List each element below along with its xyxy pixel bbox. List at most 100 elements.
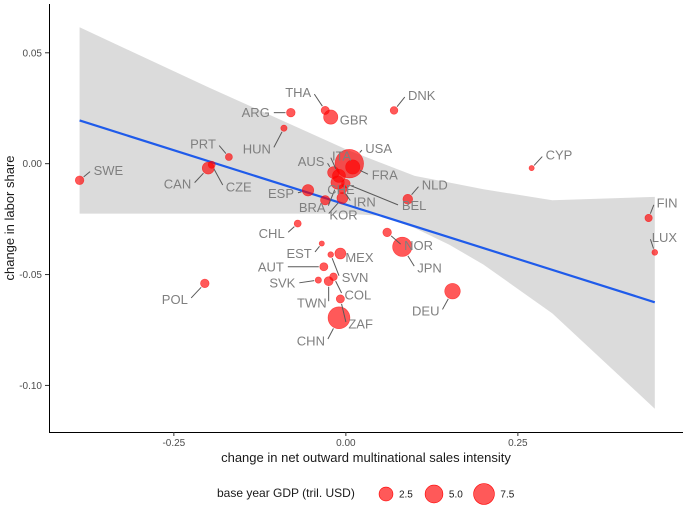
legend-key <box>473 483 495 505</box>
leader-line <box>442 298 449 310</box>
country-label: ARG <box>242 105 270 120</box>
leader-line <box>649 204 655 214</box>
legend-items: 2.5 5.0 7.5 <box>378 483 515 505</box>
country-label: KOR <box>329 208 357 223</box>
point-che <box>320 195 331 206</box>
country-label: MEX <box>345 250 374 265</box>
point-est <box>318 240 325 247</box>
legend-label: 2.5 <box>399 490 413 501</box>
y-tick-label: -0.10 <box>19 381 42 392</box>
leader-line <box>335 280 343 294</box>
leader-line <box>407 255 415 267</box>
country-label: AUT <box>258 259 284 274</box>
country-label: PRT <box>190 137 216 152</box>
confidence-band-layer <box>79 27 655 409</box>
x-axis-ticks: -0.25 0.00 0.25 <box>162 432 528 449</box>
leader-line <box>330 157 337 170</box>
point-pol <box>200 278 210 289</box>
country-label: CHE <box>327 182 355 197</box>
x-tick-label: 0.25 <box>508 438 528 449</box>
leader-line <box>327 162 331 168</box>
leader-line <box>341 303 347 323</box>
leader-line <box>218 145 227 154</box>
country-label: ITA <box>332 148 352 163</box>
leader-line <box>313 93 323 107</box>
leader-line <box>327 189 336 206</box>
country-label: CYP <box>546 148 573 163</box>
point-arg <box>286 108 296 118</box>
leader-line <box>345 193 351 201</box>
x-tick-label: 0.00 <box>336 438 356 449</box>
country-label: DNK <box>408 88 436 103</box>
point-hun <box>280 124 288 132</box>
country-label: POL <box>162 292 188 307</box>
country-label: SVK <box>269 276 295 291</box>
country-label: SWE <box>94 163 124 178</box>
point-svk <box>314 276 322 284</box>
country-label: CHL <box>259 226 285 241</box>
fit-line-layer <box>79 119 656 304</box>
point-mex <box>334 247 347 260</box>
country-label: NOR <box>404 238 433 253</box>
fit-line <box>79 119 656 304</box>
y-tick-label: 0.00 <box>23 159 43 170</box>
legend: base year GDP (tril. USD) 2.5 5.0 7.5 <box>217 483 515 505</box>
leader-line <box>194 172 204 183</box>
country-label: FRA <box>372 167 398 182</box>
point-chl <box>293 219 302 228</box>
leader-line <box>359 170 369 175</box>
leader-line <box>299 280 315 284</box>
legend-label: 5.0 <box>449 490 463 501</box>
country-label: FIN <box>657 196 678 211</box>
leader-line <box>297 191 302 194</box>
leader-lines-layer <box>83 93 655 340</box>
leader-line <box>287 226 295 233</box>
leader-line <box>213 168 224 186</box>
country-label: ZAF <box>348 316 373 331</box>
point-deu <box>444 283 461 300</box>
point-cyp <box>528 165 535 172</box>
leader-line <box>350 185 399 206</box>
country-label: NLD <box>422 178 448 193</box>
point-esp <box>301 184 315 197</box>
country-label: EST <box>286 246 311 261</box>
point-lux <box>651 249 659 256</box>
point-cze <box>207 160 216 169</box>
y-tick-label: 0.05 <box>23 48 43 59</box>
point-zaf <box>335 294 345 304</box>
y-tick-label: -0.05 <box>19 270 42 281</box>
leader-line <box>359 149 363 153</box>
leader-line <box>314 246 320 253</box>
country-label: CAN <box>164 177 191 192</box>
leader-line <box>649 239 655 249</box>
confidence-band <box>79 27 655 409</box>
point-col <box>329 272 338 281</box>
country-label: USA <box>365 141 392 156</box>
leader-line <box>328 202 339 214</box>
country-label: ESP <box>268 186 294 201</box>
x-tick-label: -0.25 <box>162 438 185 449</box>
country-label: DEU <box>412 304 439 319</box>
country-label: JPN <box>417 260 442 275</box>
legend-title: base year GDP (tril. USD) <box>217 486 355 500</box>
point-svn <box>327 251 334 258</box>
y-axis-ticks: 0.05 0.00 -0.05 -0.10 <box>19 48 49 392</box>
country-label: AUS <box>298 154 325 169</box>
country-label: HUN <box>243 142 271 157</box>
country-label: THA <box>285 85 311 100</box>
legend-key <box>378 486 394 502</box>
points-layer <box>74 106 659 330</box>
point-chn <box>327 306 351 330</box>
legend-key <box>424 484 444 504</box>
point-bel <box>341 179 351 189</box>
legend-label: 7.5 <box>500 490 514 501</box>
y-axis-title: change in labor share <box>2 155 17 280</box>
leader-line <box>390 235 401 245</box>
point-kor <box>336 192 349 204</box>
country-label: IRN <box>353 195 375 210</box>
leader-line <box>331 258 340 276</box>
point-fin <box>644 214 653 223</box>
country-label: TWN <box>297 296 327 311</box>
